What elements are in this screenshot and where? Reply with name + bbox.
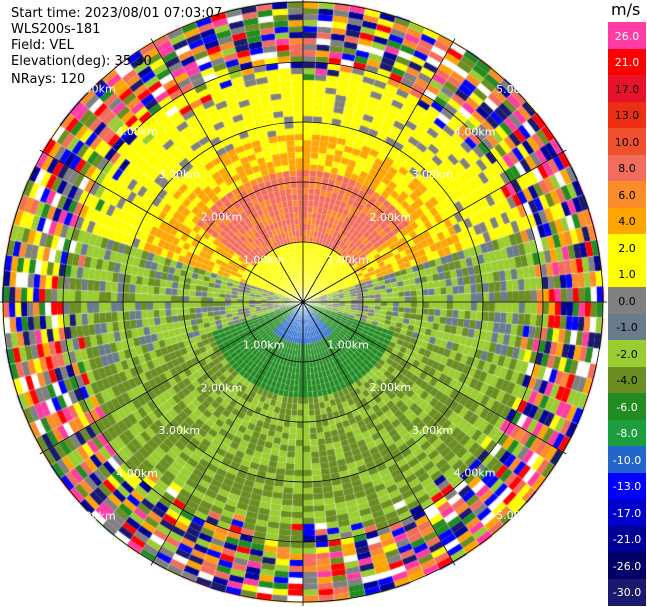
colorbar-segment xyxy=(608,446,646,473)
ring-distance-label: 4.00km xyxy=(116,125,158,138)
instrument-text: WLS200s-181 xyxy=(11,22,101,37)
azimuth-spoke xyxy=(39,301,304,455)
ring-distance-label: 1.00km xyxy=(243,253,285,266)
colorbar-tick-label: 10.0 xyxy=(614,135,640,149)
ring-distance-label: 1.00km xyxy=(327,339,369,352)
colorbar-tick-label: -30.0 xyxy=(612,586,642,600)
colorbar-tick-label: -26.0 xyxy=(612,559,642,573)
azimuth-spoke xyxy=(150,38,304,303)
colorbar-tick-label: 26.0 xyxy=(614,29,640,43)
start-time-text: Start time: 2023/08/01 07:03:07 xyxy=(11,6,223,21)
colorbar-segment xyxy=(608,419,646,447)
colorbar-segment xyxy=(608,22,646,49)
colorbar-tick-label: 4.0 xyxy=(618,215,636,229)
ring-distance-label: 3.00km xyxy=(412,424,454,437)
colorbar-segment xyxy=(608,207,646,235)
azimuth-spokes xyxy=(0,0,607,606)
colorbar-segment xyxy=(608,525,646,553)
colorbar-tick-label: 21.0 xyxy=(614,56,640,70)
ring-distance-label: 4.00km xyxy=(454,466,496,479)
colorbar-segment xyxy=(608,313,646,341)
colorbar-unit: m/s xyxy=(611,0,641,19)
colorbar-segment xyxy=(608,287,646,314)
colorbar-tick-label: -13.0 xyxy=(612,480,642,494)
ring-distance-label: 5.00km xyxy=(496,83,538,96)
azimuth-spoke xyxy=(302,301,456,566)
colorbar-segment xyxy=(608,154,646,182)
ring-distance-label: 5.00km xyxy=(74,83,116,96)
colorbar-segment xyxy=(608,128,646,155)
colorbar-tick-label: 17.0 xyxy=(614,82,640,96)
azimuth-spoke xyxy=(302,301,567,455)
ring-distance-label: 5.00km xyxy=(74,509,116,522)
colorbar-segment xyxy=(608,48,646,76)
ring-distance-label: 5.00km xyxy=(496,509,538,522)
ring-distance-label: 2.00km xyxy=(201,381,243,394)
colorbar-segment xyxy=(608,578,646,606)
colorbar-segment xyxy=(608,366,646,394)
colorbar-tick-label: -2.0 xyxy=(616,347,638,361)
colorbar-tick-label: -17.0 xyxy=(612,506,642,520)
colorbar-segment xyxy=(608,340,646,367)
range-ring-overlay: 1.00km 1.00km 1.00km 1.00km 2.00km 2.00km 2.00… xyxy=(0,0,607,606)
colorbar-tick-label: 1.0 xyxy=(618,268,636,282)
ring-distance-label: 2.00km xyxy=(201,211,243,224)
colorbar-tick-label: -4.0 xyxy=(616,374,638,388)
colorbar-segment xyxy=(608,472,646,500)
colorbar-tick-label: 2.0 xyxy=(618,241,636,255)
azimuth-spoke xyxy=(302,149,567,303)
colorbar-tick-label: 13.0 xyxy=(614,109,640,123)
colorbar-segment xyxy=(608,75,646,102)
colorbar-segment xyxy=(608,101,646,129)
colorbar-segment xyxy=(608,552,646,579)
colorbar-segment xyxy=(608,181,646,208)
azimuth-spoke xyxy=(302,38,456,303)
ring-distance-label: 4.00km xyxy=(454,126,496,139)
colorbar-tick-label: -8.0 xyxy=(616,427,638,441)
ring-distance-label: 1.00km xyxy=(243,339,285,352)
colorbar-tick-label: -10.0 xyxy=(612,453,642,467)
colorbar-segment xyxy=(608,393,646,420)
ring-distance-label: 4.00km xyxy=(116,467,158,480)
colorbar-segment xyxy=(608,234,646,261)
colorbar-tick-label: 0.0 xyxy=(618,294,636,308)
nrays-text: NRays: 120 xyxy=(11,72,86,87)
ring-distance-label: 2.00km xyxy=(369,211,411,224)
ring-distance-label: 2.00km xyxy=(369,381,411,394)
colorbar-segment xyxy=(608,260,646,288)
ring-labels: 1.00km 1.00km 1.00km 1.00km 2.00km 2.00km 2.00… xyxy=(74,83,538,523)
colorbar-tick-label: -21.0 xyxy=(612,533,642,547)
elevation-text: Elevation(deg): 35.30 xyxy=(11,54,152,69)
field-text: Field: VEL xyxy=(11,38,74,53)
azimuth-spoke xyxy=(150,301,304,566)
velocity-colorbar: 26.0 21.0 17.0 13.0 10.0 8.0 6.0 4.0 2.0 1.0 0.0 -1… xyxy=(608,22,646,606)
ring-distance-label: 3.00km xyxy=(159,168,201,181)
azimuth-spoke xyxy=(39,149,304,303)
colorbar-segment xyxy=(608,499,646,526)
ring-distance-label: 1.00km xyxy=(327,253,369,266)
colorbar-tick-label: -1.0 xyxy=(616,321,638,335)
ring-distance-label: 3.00km xyxy=(159,424,201,437)
colorbar-tick-label: 8.0 xyxy=(618,162,636,176)
colorbar-tick-label: 6.0 xyxy=(618,188,636,202)
ring-distance-label: 3.00km xyxy=(412,168,454,181)
colorbar-tick-label: -6.0 xyxy=(616,400,638,414)
